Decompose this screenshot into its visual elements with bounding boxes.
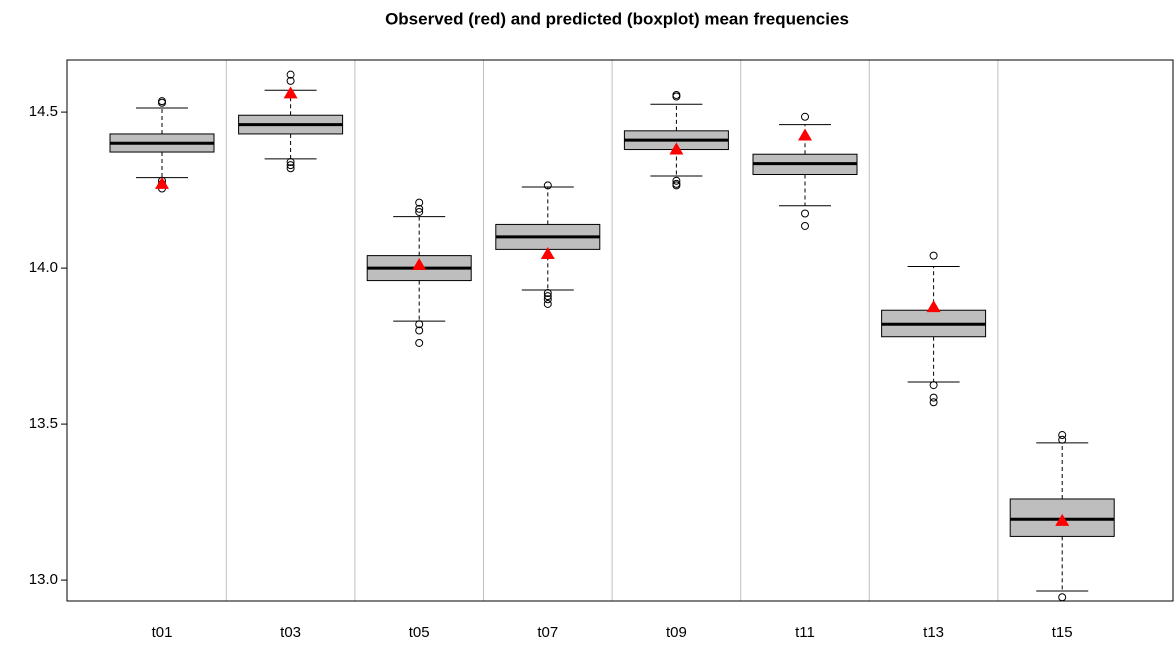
outlier (415, 204, 424, 213)
outlier (929, 393, 938, 402)
outlier (1058, 431, 1067, 440)
outlier (672, 176, 681, 185)
outlier (1058, 593, 1067, 602)
outlier (286, 164, 295, 173)
x-tick-label: t13 (923, 624, 944, 641)
outlier (672, 92, 681, 101)
outlier (286, 70, 295, 79)
y-tick-label: 13.0 (29, 571, 58, 588)
x-tick-label: t05 (409, 624, 430, 641)
x-tick-label: t09 (666, 624, 687, 641)
outlier (543, 289, 552, 298)
observed-marker (412, 257, 427, 270)
outlier (672, 90, 681, 99)
chart-title: Observed (red) and predicted (boxplot) m… (385, 9, 849, 28)
observed-marker (798, 128, 812, 141)
observed-marker (283, 86, 298, 99)
observed-marker (926, 300, 941, 313)
outlier (801, 221, 809, 230)
outlier (415, 207, 424, 216)
y-tick-label: 14.0 (29, 259, 58, 276)
outlier (672, 181, 681, 190)
x-tick-label: t11 (795, 624, 815, 641)
x-tick-label: t15 (1052, 624, 1073, 641)
outlier (801, 209, 809, 218)
y-tick-label: 13.5 (29, 415, 58, 432)
x-tick-label: t01 (152, 624, 173, 641)
outlier (415, 198, 424, 207)
outlier (929, 251, 938, 260)
observed-marker (1055, 513, 1070, 526)
x-tick-label: t03 (280, 624, 301, 641)
outlier (543, 181, 552, 190)
observed-marker (155, 176, 169, 189)
outlier (543, 292, 552, 301)
outlier (801, 112, 809, 121)
outlier (415, 320, 424, 329)
outlier (286, 76, 295, 85)
outlier (415, 338, 424, 347)
plot-frame (66, 59, 1174, 602)
outlier (543, 299, 552, 308)
outlier (1058, 435, 1067, 444)
observed-marker (669, 142, 684, 155)
outlier (929, 398, 938, 407)
outlier (543, 295, 552, 304)
y-tick-label: 14.5 (29, 103, 58, 120)
outlier (929, 381, 938, 390)
outlier (158, 97, 166, 106)
outlier (415, 326, 424, 335)
outlier (286, 161, 295, 170)
observed-marker (540, 247, 555, 260)
x-tick-label: t07 (537, 624, 558, 641)
outlier (286, 158, 295, 167)
outlier (158, 98, 166, 107)
